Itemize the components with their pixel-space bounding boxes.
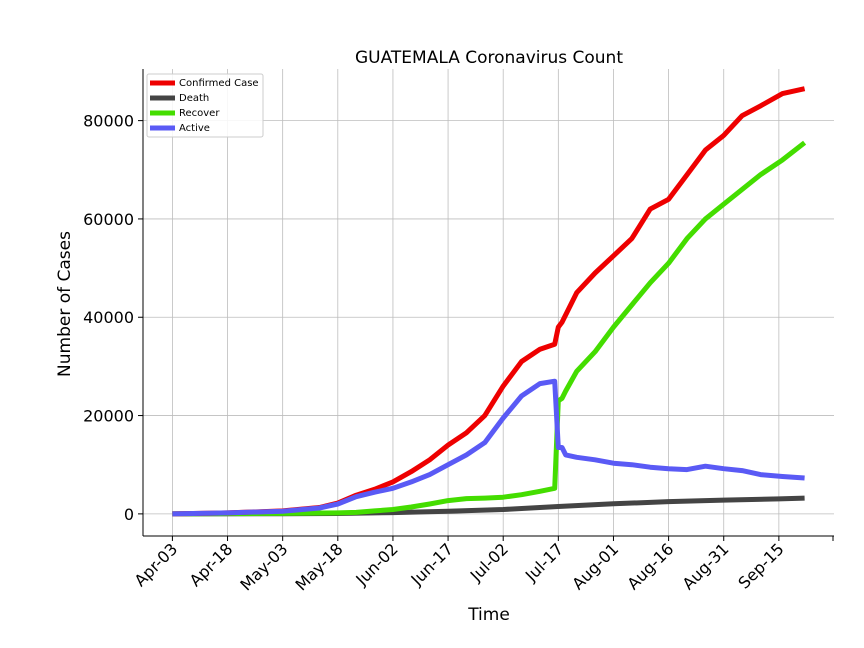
series-lines — [172, 86, 807, 517]
x-tick-label: Apr-18 — [186, 539, 237, 590]
y-tick-label: 60000 — [83, 210, 134, 229]
y-tick-label: 0 — [124, 505, 134, 524]
x-tick-label: Sep-15 — [734, 539, 787, 592]
legend-box — [146, 73, 264, 138]
x-tick-label: Aug-16 — [623, 539, 677, 593]
y-tick-label: 20000 — [83, 407, 134, 426]
series-line-confirmed-case — [172, 86, 806, 517]
legend: Confirmed Case Death Recover Active — [146, 73, 264, 138]
x-tick-label: Aug-01 — [568, 539, 622, 593]
y-tick-label: 80000 — [83, 112, 134, 131]
legend-label-active: Active — [179, 123, 210, 134]
y-tick-label: 40000 — [83, 308, 134, 327]
x-tick-label: Aug-31 — [679, 539, 733, 593]
x-axis-label: Time — [467, 605, 510, 625]
x-tick-label: Jul-02 — [466, 539, 512, 585]
x-tick-label: Jun-17 — [407, 539, 457, 589]
legend-label-confirmed: Confirmed Case — [179, 78, 259, 89]
ticks: Apr-03 Apr-18 May-03 May-18 Jun-02 Jun-17 Jul-… — [83, 112, 834, 595]
x-tick-label: May-18 — [292, 539, 347, 594]
y-axis-label: Number of Cases — [55, 231, 75, 377]
x-tick-label: May-03 — [236, 539, 291, 594]
grid — [143, 69, 834, 536]
series-line-active — [172, 378, 805, 517]
legend-label-recover: Recover — [179, 108, 220, 119]
x-tick-label: Apr-03 — [130, 539, 181, 590]
series-line-recover — [172, 140, 807, 517]
chart-title: GUATEMALA Coronavirus Count — [355, 48, 623, 68]
axes — [142, 69, 834, 537]
legend-label-death: Death — [179, 93, 209, 104]
x-tick-label: Jun-02 — [351, 539, 401, 589]
x-tick-label: Jul-17 — [521, 539, 567, 585]
